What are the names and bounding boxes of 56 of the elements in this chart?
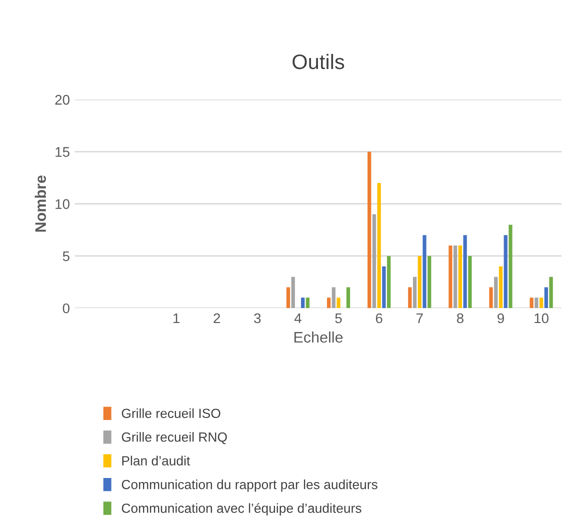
legend-label: Communication avec l’équipe d’auditeurs (122, 503, 362, 516)
bar (386, 256, 391, 308)
bar (549, 276, 553, 308)
x-tick-label: 5 (335, 313, 342, 324)
bar (286, 287, 290, 308)
bar (326, 298, 331, 308)
bar (494, 276, 498, 308)
bar (458, 246, 462, 308)
y-tick-label: 15 (56, 147, 70, 157)
bar (539, 298, 544, 308)
x-tick-label: 9 (498, 313, 504, 324)
bar (454, 246, 458, 308)
bar (301, 298, 305, 308)
bar (448, 246, 452, 308)
y-axis-title: Nombre (34, 175, 46, 232)
bar (418, 256, 422, 308)
bar (534, 298, 538, 308)
bar (544, 287, 548, 308)
bar (372, 214, 376, 308)
bar (468, 256, 472, 308)
y-tick-label: 10 (56, 199, 70, 210)
bar (346, 287, 350, 308)
bar (336, 298, 340, 308)
bar (377, 182, 381, 308)
bar (508, 224, 512, 308)
chart-title: Outils (292, 54, 344, 70)
bar (422, 235, 426, 308)
bar (291, 276, 295, 308)
x-tick-label: 1 (173, 313, 180, 324)
y-tick-label: 20 (55, 94, 70, 105)
bar (530, 298, 534, 308)
legend-label: Communication du rapport par les auditeurs (122, 480, 378, 492)
bar (504, 235, 508, 308)
bar (489, 287, 493, 308)
bar (408, 287, 412, 308)
x-tick-label: 8 (456, 313, 464, 324)
bar (332, 287, 336, 308)
x-tick-label: 3 (254, 313, 261, 324)
x-tick-label: 10 (534, 313, 548, 324)
legend-label: Plan d’audit (122, 456, 190, 466)
y-tick-label: 5 (62, 251, 70, 262)
bar (368, 152, 372, 308)
legend-label: Grille recueil RNQ (122, 432, 227, 444)
bar (463, 235, 467, 308)
bar (412, 276, 417, 308)
legend-label: Grille recueil ISO (122, 408, 220, 418)
x-tick-label: 7 (416, 313, 423, 324)
x-tick-label: 6 (376, 313, 382, 324)
bar (428, 256, 432, 308)
bar (382, 266, 386, 308)
y-tick-label: 0 (62, 303, 70, 314)
bar (498, 266, 503, 308)
x-tick-label: 2 (214, 313, 220, 324)
x-tick-label: 4 (294, 313, 302, 324)
x-axis-title: Echelle (294, 331, 343, 343)
bar (306, 298, 310, 308)
